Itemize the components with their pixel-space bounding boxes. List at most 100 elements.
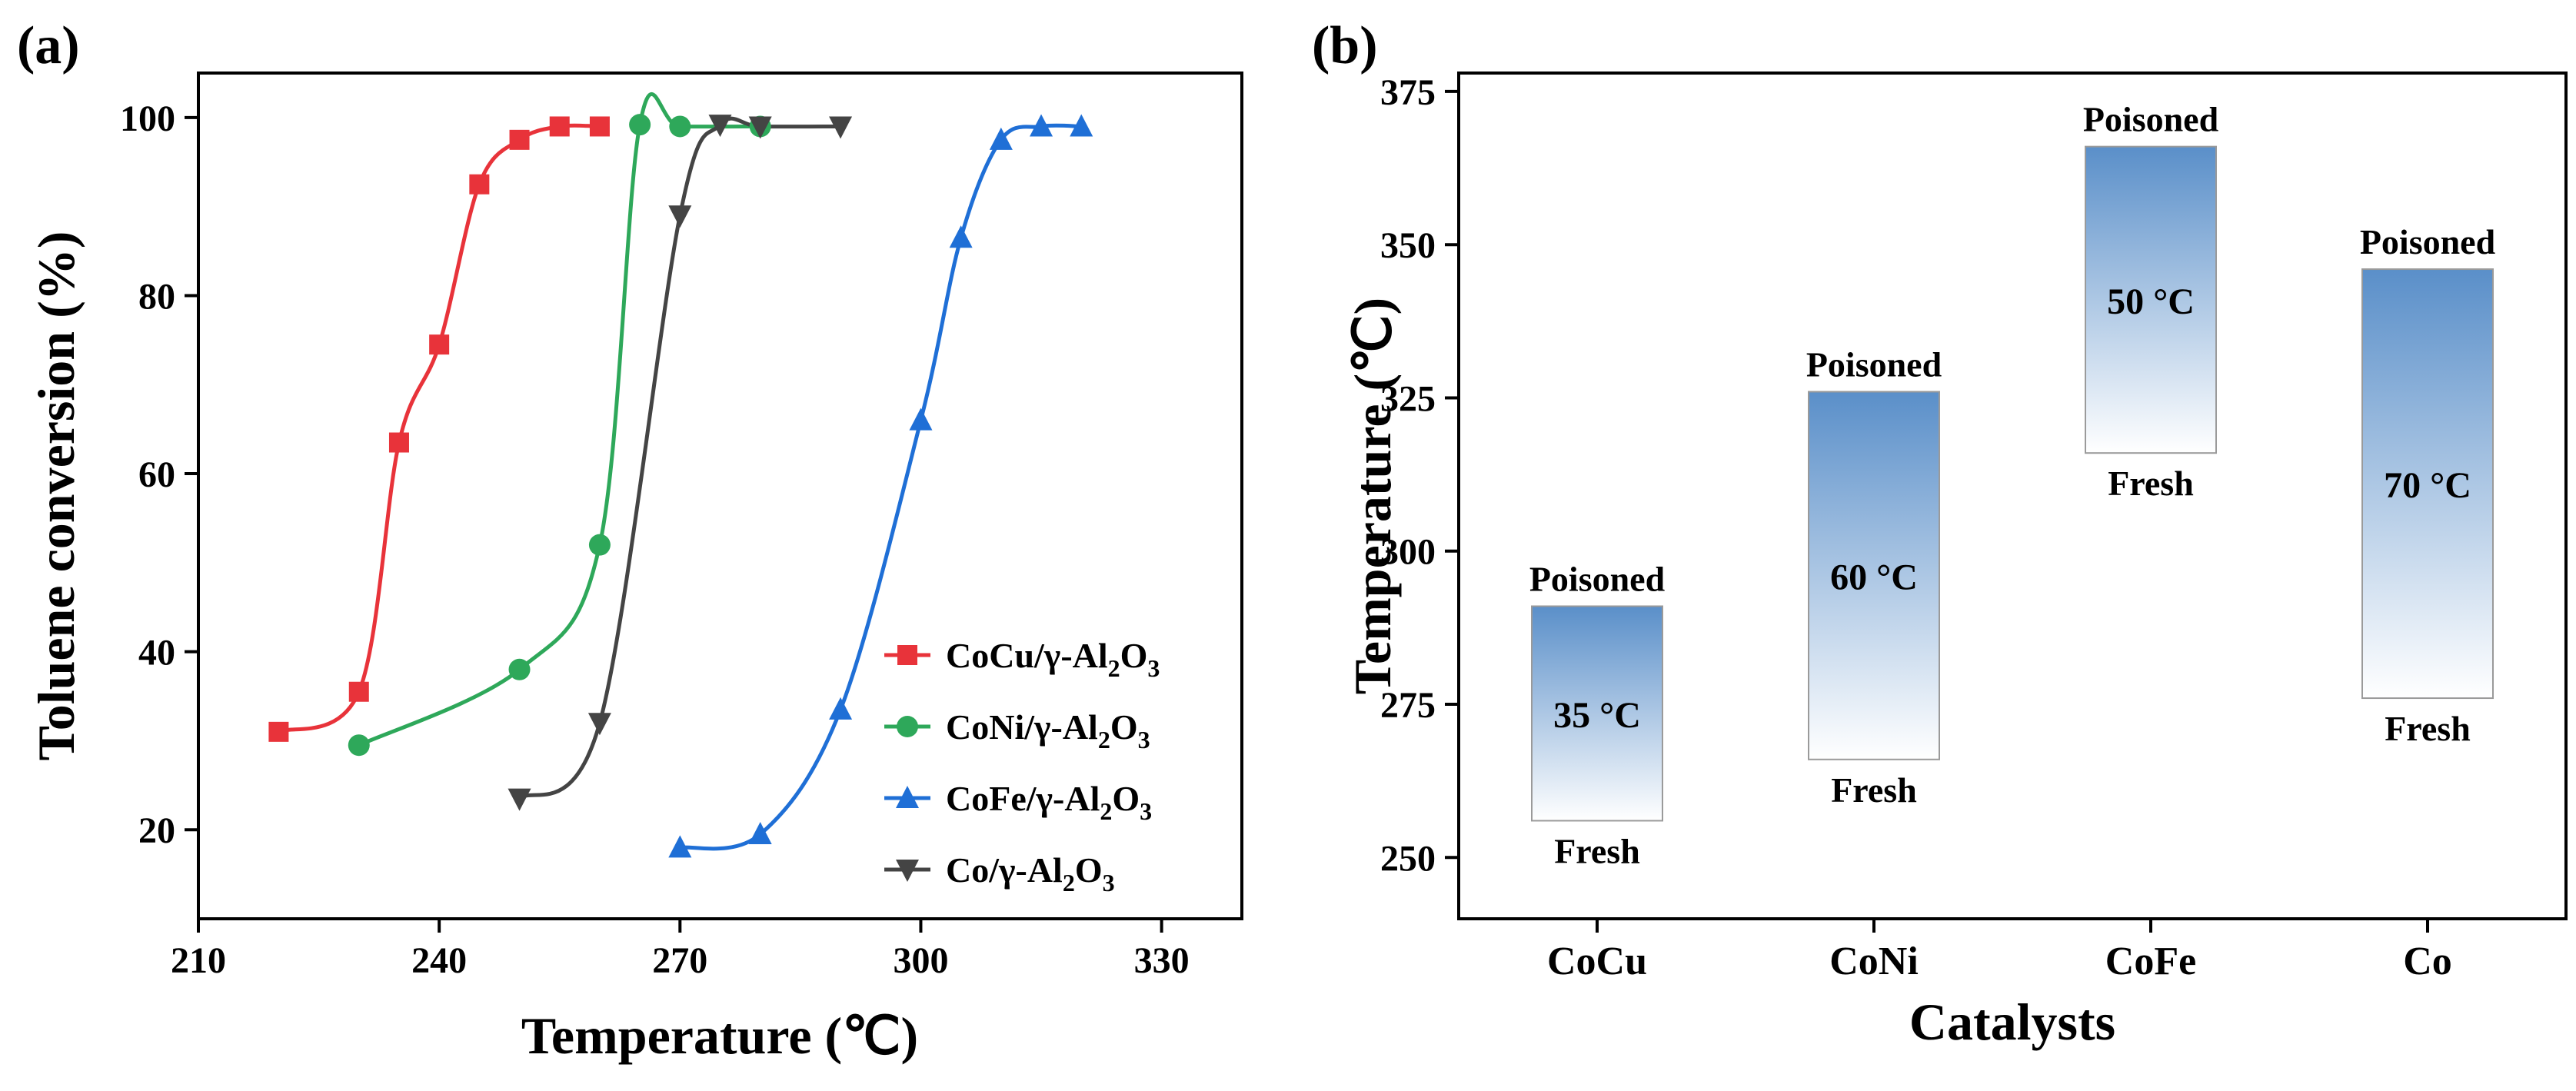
series-curve-0 — [278, 123, 600, 734]
range-bar — [1808, 391, 1940, 760]
panel-b-ticks: 250 275 300 325 350 375 CoCu CoNi CoFe Co — [1380, 72, 2452, 983]
data-point — [549, 116, 570, 137]
legend-marker — [897, 645, 917, 665]
category-label: Co — [2403, 940, 2452, 983]
data-point — [508, 658, 531, 680]
legend-label: Co/γ-Al2O3 — [946, 850, 1115, 896]
legend-label-text: O — [1112, 779, 1140, 818]
legend-label-subscript: 2 — [1100, 797, 1112, 825]
panel-a-y-axis-title: Toluene conversion (%) — [27, 231, 85, 761]
category-label: CoCu — [1547, 940, 1647, 983]
data-point — [829, 697, 853, 720]
legend-label-subscript: 2 — [1063, 869, 1075, 896]
data-point — [829, 116, 853, 139]
y-tick-label: 250 — [1380, 838, 1436, 879]
x-tick-label: 330 — [1134, 940, 1190, 981]
data-point — [668, 205, 692, 228]
difference-label: 35 °C — [1553, 695, 1641, 736]
panel-a-legend: CoCu/γ-Al2O3CoNi/γ-Al2O3CoFe/γ-Al2O3Co/γ… — [884, 636, 1160, 896]
legend-label-subscript: 3 — [1138, 726, 1150, 753]
y-tick-label: 60 — [138, 454, 175, 495]
legend-marker — [896, 786, 919, 808]
poisoned-label: Poisoned — [2083, 100, 2219, 139]
x-tick-label: 300 — [893, 940, 948, 981]
legend-marker — [897, 716, 918, 737]
data-point — [629, 114, 651, 136]
legend-label-text: O — [1075, 850, 1103, 890]
panel-b-bars: Poisoned Fresh 35 °C Poisoned Fresh 60 °C Pois… — [1529, 100, 2496, 871]
panel-b-temperature-chart: (b) 250 275 300 325 350 375 CoCu CoNi CoFe Co Poi… — [1312, 16, 2568, 1051]
fresh-label: Fresh — [2385, 709, 2471, 748]
fresh-label: Fresh — [1554, 831, 1640, 870]
data-point — [748, 822, 772, 844]
legend-label-text: CoNi/γ-Al — [946, 707, 1098, 747]
legend-marker — [896, 860, 919, 882]
panel-a-ticks: 210 240 270 300 330 20 40 60 80 100 — [120, 98, 1190, 981]
y-tick-label: 275 — [1380, 685, 1436, 726]
data-point — [348, 734, 370, 757]
difference-label: 50 °C — [2107, 281, 2195, 322]
range-bar — [2361, 268, 2494, 700]
category-label: CoNi — [1829, 940, 1919, 983]
panel-a-x-axis-title: Temperature (℃) — [521, 1006, 918, 1065]
y-tick-label: 20 — [138, 810, 175, 851]
data-point — [708, 115, 732, 138]
y-tick-label: 80 — [138, 276, 175, 317]
legend-label-text: Co/γ-Al — [946, 850, 1063, 890]
range-bar — [1531, 605, 1663, 822]
legend-label-text: O — [1110, 707, 1138, 747]
legend-label-subscript: 2 — [1098, 726, 1110, 753]
x-tick-label: 270 — [652, 940, 707, 981]
data-point — [949, 225, 973, 248]
data-point — [588, 534, 611, 556]
difference-label: 60 °C — [1830, 557, 1918, 598]
panel-b-x-axis-title: Catalysts — [1909, 993, 2115, 1051]
data-point — [1030, 114, 1053, 137]
data-point — [508, 788, 531, 811]
legend-label: CoFe/γ-Al2O3 — [946, 779, 1152, 825]
poisoned-label: Poisoned — [1529, 559, 1666, 598]
data-point — [748, 116, 772, 139]
category-label: CoFe — [2105, 940, 2196, 983]
y-tick-label: 375 — [1380, 72, 1436, 113]
y-tick-label: 325 — [1380, 378, 1436, 419]
x-tick-label: 240 — [411, 940, 467, 981]
data-point — [429, 334, 450, 355]
series-curve-1 — [358, 91, 760, 747]
data-point — [587, 713, 611, 736]
fresh-label: Fresh — [1831, 770, 1917, 810]
legend-label: CoNi/γ-Al2O3 — [946, 707, 1150, 753]
data-point — [589, 116, 610, 137]
panel-a-label: (a) — [17, 16, 80, 75]
y-tick-label: 40 — [138, 633, 175, 674]
panel-a-conversion-chart: (a) 210 240 270 300 330 20 40 60 80 100 Temperatu… — [17, 16, 1243, 1065]
difference-label: 70 °C — [2384, 465, 2471, 506]
panel-b-plot-frame — [1457, 72, 2568, 920]
data-point — [388, 432, 409, 453]
data-point — [909, 407, 933, 431]
data-point — [469, 174, 490, 195]
y-tick-label: 350 — [1380, 225, 1436, 266]
data-point — [668, 835, 692, 858]
data-point — [509, 129, 530, 150]
legend-label-subscript: 2 — [1108, 654, 1120, 682]
poisoned-label: Poisoned — [1806, 344, 1942, 384]
panel-a-markers — [268, 114, 1093, 858]
legend-label-subscript: 3 — [1147, 654, 1160, 682]
legend-label: CoCu/γ-Al2O3 — [946, 636, 1160, 682]
poisoned-label: Poisoned — [2360, 222, 2496, 261]
x-tick-label: 210 — [171, 940, 226, 981]
y-tick-label: 300 — [1380, 532, 1436, 573]
range-bar — [2085, 145, 2217, 454]
legend-label-subscript: 3 — [1103, 869, 1115, 896]
panel-b-y-axis-title: Temperature (℃) — [1343, 298, 1402, 694]
data-point — [669, 115, 691, 138]
legend-label-subscript: 3 — [1140, 797, 1152, 825]
panel-b-label: (b) — [1312, 16, 1378, 75]
data-point — [1070, 114, 1093, 137]
y-tick-label: 100 — [120, 98, 175, 139]
legend-label-text: O — [1120, 636, 1148, 675]
data-point — [348, 681, 369, 702]
data-point — [989, 127, 1013, 150]
data-point — [268, 721, 289, 742]
